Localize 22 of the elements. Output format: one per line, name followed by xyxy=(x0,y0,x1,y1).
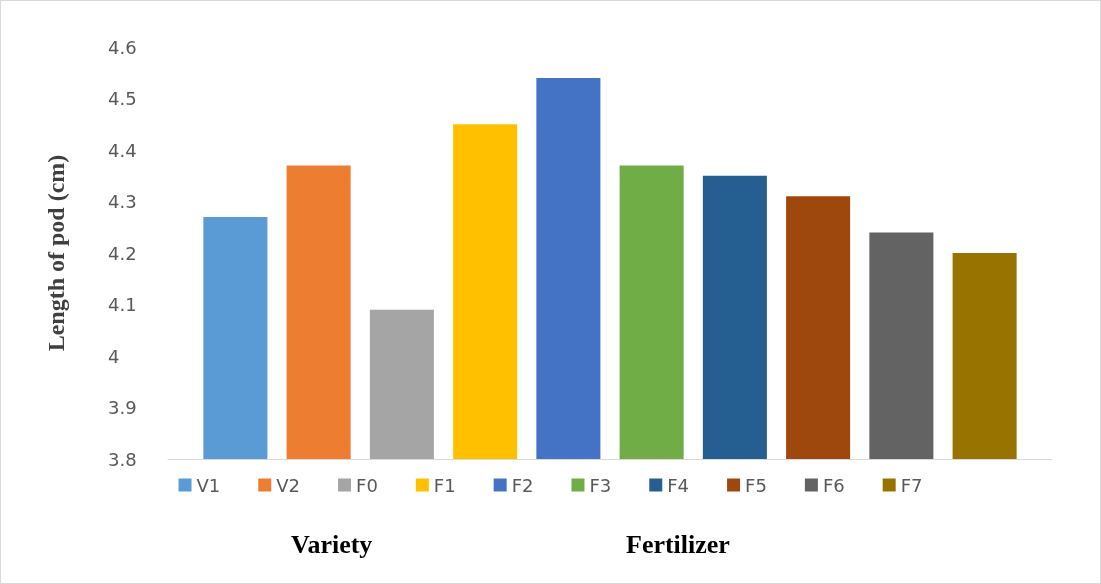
y-tick-label: 4 xyxy=(108,345,120,367)
y-tick-label: 4.3 xyxy=(108,191,137,212)
y-tick-label: 3.8 xyxy=(108,448,137,470)
legend-label: V2 xyxy=(276,474,301,496)
legend-label: F2 xyxy=(511,474,534,496)
legend-label: F3 xyxy=(589,474,612,496)
text: Variety xyxy=(291,529,373,559)
text: Fertilizer xyxy=(625,529,730,559)
legend-label: F4 xyxy=(667,474,690,496)
legend-label: V1 xyxy=(196,474,221,496)
legend-label: F1 xyxy=(433,474,456,496)
legend-label: F7 xyxy=(900,474,923,496)
y-tick-label: 4.2 xyxy=(108,242,137,264)
y-tick-label: 4.1 xyxy=(108,294,137,315)
y-tick-label: 4.5 xyxy=(108,88,137,109)
legend-label: F0 xyxy=(356,474,378,496)
y-axis-title: Length of pod (cm) xyxy=(43,154,69,352)
y-tick-label: 4.6 xyxy=(108,36,137,58)
legend-label: F6 xyxy=(822,474,845,496)
y-tick-label: 3.9 xyxy=(108,397,137,418)
y-tick-label: 4.4 xyxy=(108,139,137,161)
legend-label: F5 xyxy=(745,474,767,496)
